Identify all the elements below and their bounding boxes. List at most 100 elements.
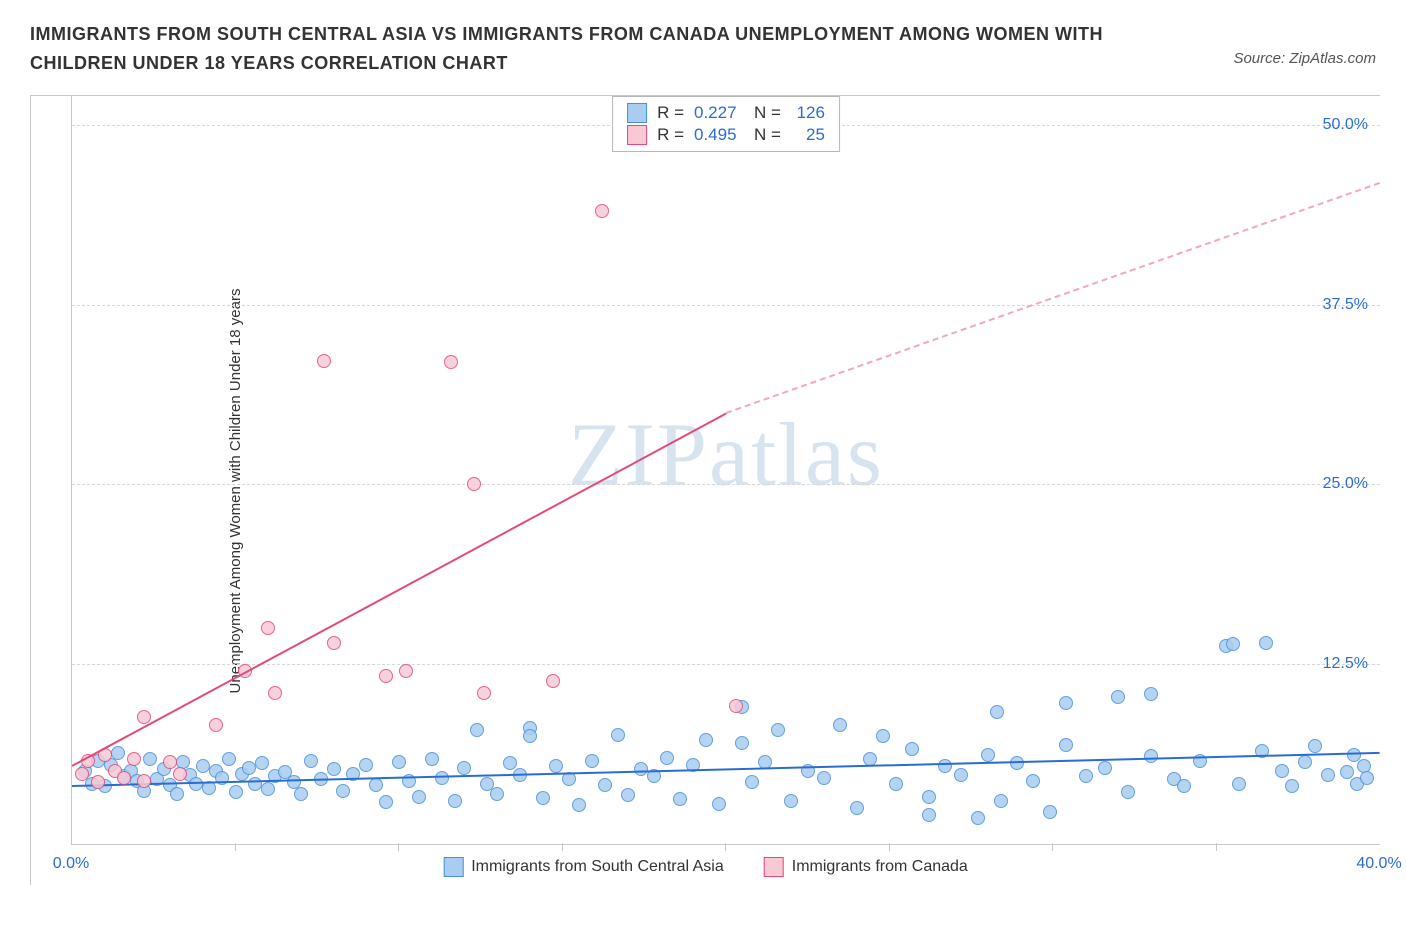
data-point [1259, 636, 1273, 650]
data-point [954, 768, 968, 782]
x-tick-mark [562, 843, 563, 851]
x-tick-mark [1216, 843, 1217, 851]
data-point [127, 752, 141, 766]
data-point [1079, 769, 1093, 783]
data-point [317, 354, 331, 368]
x-tick-mark [398, 843, 399, 851]
data-point [938, 759, 952, 773]
x-tick-mark [889, 843, 890, 851]
data-point [611, 728, 625, 742]
data-point [490, 787, 504, 801]
stat-r-value: 0.495 [694, 125, 744, 145]
data-point [1226, 637, 1240, 651]
data-point [523, 729, 537, 743]
data-point [444, 355, 458, 369]
data-point [392, 755, 406, 769]
data-point [137, 774, 151, 788]
data-point [1098, 761, 1112, 775]
data-point [248, 777, 262, 791]
data-point [196, 759, 210, 773]
data-point [399, 664, 413, 678]
data-point [222, 752, 236, 766]
data-point [889, 777, 903, 791]
data-point [1360, 771, 1374, 785]
data-point [817, 771, 831, 785]
legend-label: Immigrants from South Central Asia [471, 858, 724, 876]
data-point [470, 723, 484, 737]
chart-title: IMMIGRANTS FROM SOUTH CENTRAL ASIA VS IM… [30, 20, 1130, 78]
legend-item: Immigrants from South Central Asia [443, 857, 724, 877]
data-point [229, 785, 243, 799]
y-tick-label: 12.5% [1323, 655, 1368, 673]
data-point [435, 771, 449, 785]
data-point [379, 795, 393, 809]
y-tick-label: 50.0% [1323, 116, 1368, 134]
stat-n-label: N = [754, 103, 781, 123]
data-point [1121, 785, 1135, 799]
legend-item: Immigrants from Canada [764, 857, 968, 877]
data-point [1232, 777, 1246, 791]
data-point [448, 794, 462, 808]
data-point [634, 762, 648, 776]
x-tick-label: 0.0% [53, 855, 89, 873]
data-point [1275, 764, 1289, 778]
data-point [905, 742, 919, 756]
legend-label: Immigrants from Canada [792, 858, 968, 876]
legend-swatch [627, 103, 647, 123]
data-point [327, 636, 341, 650]
data-point [1144, 687, 1158, 701]
data-point [1298, 755, 1312, 769]
data-point [457, 761, 471, 775]
data-point [971, 811, 985, 825]
data-point [536, 791, 550, 805]
legend-swatch [443, 857, 463, 877]
data-point [833, 718, 847, 732]
data-point [850, 801, 864, 815]
data-point [1144, 749, 1158, 763]
stat-r-label: R = [657, 125, 684, 145]
stat-r-value: 0.227 [694, 103, 744, 123]
grid-line [72, 664, 1380, 665]
stats-box: R = 0.227 N = 126 R = 0.495 N = 25 [612, 96, 840, 152]
data-point [922, 808, 936, 822]
data-point [1285, 779, 1299, 793]
source-label: Source: ZipAtlas.com [1233, 20, 1376, 67]
x-tick-mark [725, 843, 726, 851]
data-point [1026, 774, 1040, 788]
data-point [467, 477, 481, 491]
watermark: ZIPatlas [568, 404, 884, 507]
data-point [1111, 690, 1125, 704]
data-point [369, 778, 383, 792]
data-point [75, 767, 89, 781]
data-point [336, 784, 350, 798]
data-point [673, 792, 687, 806]
data-point [1308, 739, 1322, 753]
y-tick-label: 25.0% [1323, 475, 1368, 493]
data-point [712, 797, 726, 811]
data-point [994, 794, 1008, 808]
data-point [91, 775, 105, 789]
grid-line [72, 305, 1380, 306]
plot-area: ZIPatlas R = 0.227 N = 126 R = 0.495 N =… [71, 96, 1380, 845]
data-point [990, 705, 1004, 719]
data-point [922, 790, 936, 804]
data-point [876, 729, 890, 743]
x-tick-label: 40.0% [1356, 855, 1401, 873]
data-point [379, 669, 393, 683]
data-point [209, 718, 223, 732]
stats-row: R = 0.227 N = 126 [627, 103, 825, 123]
stats-row: R = 0.495 N = 25 [627, 125, 825, 145]
legend-swatch [627, 125, 647, 145]
data-point [268, 686, 282, 700]
data-point [170, 787, 184, 801]
data-point [1177, 779, 1191, 793]
data-point [585, 754, 599, 768]
data-point [729, 699, 743, 713]
data-point [412, 790, 426, 804]
data-point [771, 723, 785, 737]
data-point [304, 754, 318, 768]
data-point [745, 775, 759, 789]
data-point [981, 748, 995, 762]
stat-n-value: 25 [791, 125, 825, 145]
data-point [1059, 696, 1073, 710]
